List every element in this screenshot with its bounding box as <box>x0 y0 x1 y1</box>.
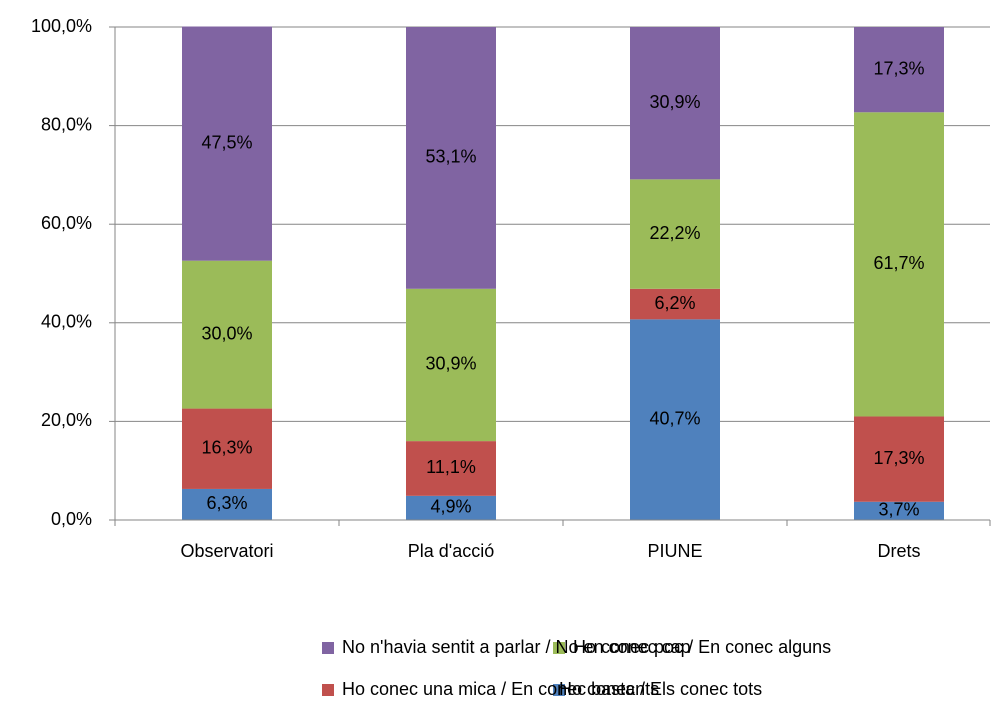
bar-segment <box>406 441 496 496</box>
data-label: 22,2% <box>649 223 700 243</box>
data-label: 40,7% <box>649 408 700 428</box>
legend-label: Ho conec una mica / En conec bastants <box>342 679 659 699</box>
legend-label: No n'havia sentit a parlar / No en conec… <box>342 637 691 657</box>
y-tick-label: 40,0% <box>41 312 92 332</box>
legend-swatch <box>322 684 334 696</box>
data-label: 11,1% <box>426 457 476 477</box>
data-label: 4,9% <box>430 497 471 517</box>
y-tick-label: 80,0% <box>41 114 92 134</box>
bar-segment <box>630 319 720 520</box>
bar-segment <box>854 501 944 520</box>
bar-segment <box>630 288 720 320</box>
legend-label: Ho conec / Els conec tots <box>559 679 762 699</box>
bar-segment <box>854 27 944 113</box>
data-label: 6,3% <box>206 493 247 513</box>
bar-segment <box>854 416 944 502</box>
data-label: 61,7% <box>873 253 924 273</box>
x-tick-label: Drets <box>877 541 920 561</box>
data-label: 30,9% <box>425 354 476 374</box>
data-label: 30,0% <box>201 323 252 343</box>
bar-segment <box>182 26 272 261</box>
y-tick-label: 60,0% <box>41 213 92 233</box>
data-label: 3,7% <box>878 500 919 520</box>
y-tick-label: 20,0% <box>41 410 92 430</box>
x-tick-label: PIUNE <box>647 541 702 561</box>
y-tick-label: 0,0% <box>51 509 92 529</box>
legend-swatch <box>553 684 565 696</box>
data-label: 47,5% <box>201 132 252 152</box>
legend-swatch <box>553 642 565 654</box>
bar-segment <box>406 27 496 289</box>
bar-segment <box>630 179 720 289</box>
legend-label: Ho conec poc / En conec alguns <box>573 637 831 657</box>
x-tick-label: Observatori <box>180 541 273 561</box>
data-label: 30,9% <box>649 92 700 112</box>
legend-swatch <box>322 642 334 654</box>
bar-segment <box>406 495 496 520</box>
data-label: 53,1% <box>425 147 476 167</box>
data-label: 17,3% <box>873 448 924 468</box>
bar-segment <box>854 112 944 417</box>
data-label: 16,3% <box>201 438 252 458</box>
x-tick-label: Pla d'acció <box>408 541 494 561</box>
data-label: 17,3% <box>873 58 924 78</box>
y-tick-label: 100,0% <box>31 16 92 36</box>
bar-segment <box>406 288 496 442</box>
bar-segment <box>182 260 272 409</box>
bar-segment <box>182 488 272 520</box>
data-label: 6,2% <box>654 293 695 313</box>
bar-segment <box>630 27 720 180</box>
bar-segment <box>182 408 272 489</box>
